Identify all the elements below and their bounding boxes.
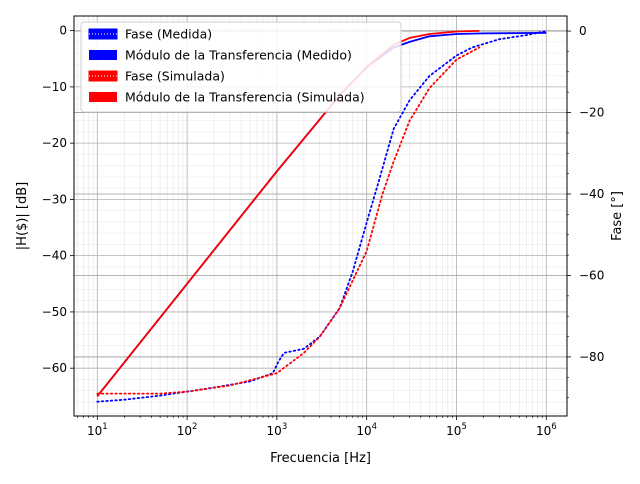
y-left-tick-label: 0 (59, 24, 67, 38)
y-axis-left-label: |H($)| [dB] (15, 182, 30, 250)
legend-swatch (89, 50, 117, 60)
y-left-tick-label: −60 (42, 361, 67, 375)
legend-label: Módulo de la Transferencia (Simulada) (125, 90, 365, 105)
x-tick-label: 106 (536, 422, 557, 438)
legend-swatch (88, 70, 118, 82)
plot-frame (73, 15, 568, 417)
y-axis-right-label: Fase [°] (610, 191, 625, 241)
y-right-tick-label: −60 (579, 268, 604, 282)
x-tick-label: 102 (177, 422, 198, 438)
series-line (96, 46, 481, 395)
y-right-tick-label: −80 (579, 350, 604, 364)
x-tick-label: 103 (267, 422, 288, 438)
x-tick-label: 101 (87, 422, 108, 438)
x-tick-label: 105 (446, 422, 467, 438)
x-tick-label: 104 (356, 422, 377, 438)
legend-label: Fase (Medida) (125, 27, 212, 42)
legend-label: Fase (Simulada) (125, 69, 225, 84)
legend-items: Fase (Medida) Módulo de la Transferencia … (88, 27, 365, 105)
legend-label: Módulo de la Transferencia (Medido) (125, 48, 352, 63)
y-right-tick-label: −40 (579, 187, 604, 201)
y-left-tick-label: −20 (42, 136, 67, 150)
y-left-tick-label: −50 (42, 305, 67, 319)
legend-swatch (89, 92, 117, 102)
ticks-layer: 101 102 103 104 105 106 0 −10 −20 −30 −40 −50 −60 0 −2… (42, 24, 605, 438)
x-axis-label: Frecuencia [Hz] (270, 451, 371, 466)
y-right-tick-label: 0 (579, 24, 587, 38)
legend-swatch (88, 28, 118, 40)
legend-box (80, 21, 402, 113)
y-left-tick-label: −10 (42, 80, 67, 94)
y-left-tick-label: −40 (42, 249, 67, 263)
legend: Fase (Medida) Módulo de la Transferencia … (80, 21, 402, 113)
y-right-tick-label: −20 (579, 106, 604, 120)
y-left-tick-label: −30 (42, 192, 67, 206)
